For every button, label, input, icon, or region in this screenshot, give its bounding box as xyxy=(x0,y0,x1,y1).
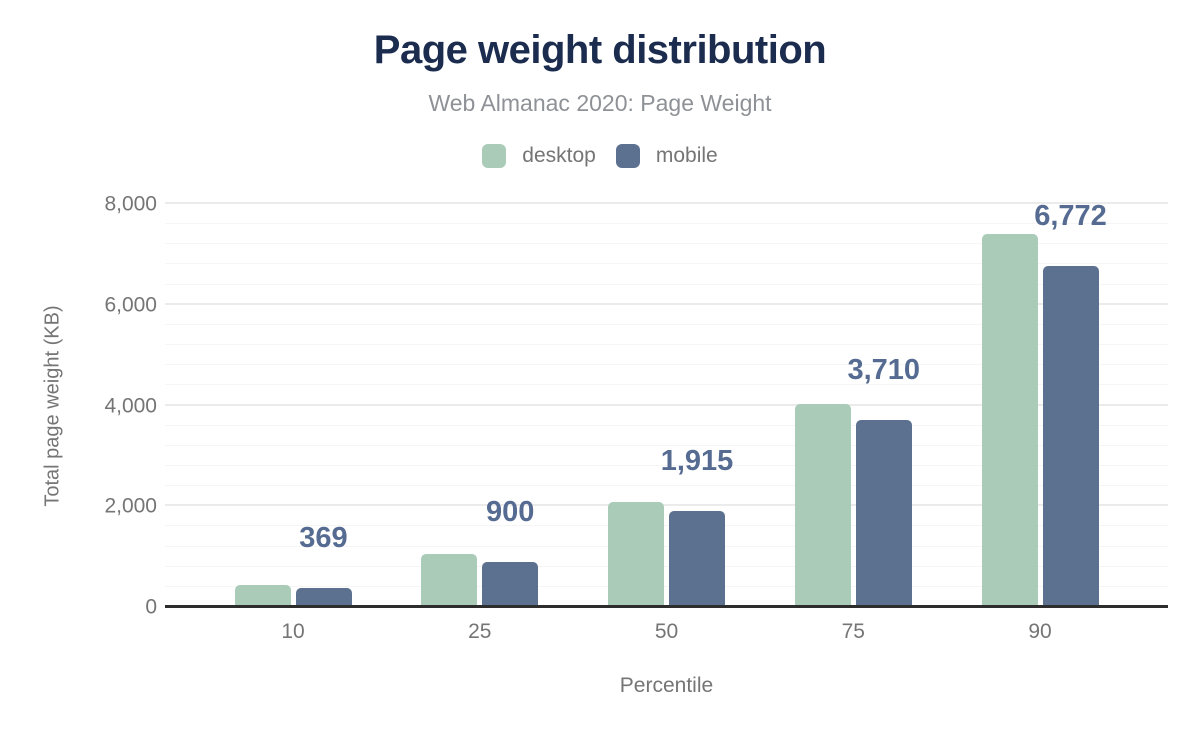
legend-swatch-mobile-icon xyxy=(615,144,640,168)
bar-mobile xyxy=(295,588,352,607)
y-axis-ticks: 0 2,000 4,000 6,000 8,000 xyxy=(0,194,157,618)
major-gridline xyxy=(165,202,1168,204)
x-tick-label: 90 xyxy=(1028,620,1052,643)
y-tick-label: 0 xyxy=(145,595,157,619)
major-gridline xyxy=(165,302,1168,305)
major-gridline xyxy=(165,403,1168,406)
x-tick-label: 75 xyxy=(841,620,865,643)
minor-gridline xyxy=(165,565,1168,567)
bar-desktop xyxy=(608,502,664,607)
bar-value-label: 3,710 xyxy=(847,354,921,387)
minor-gridline xyxy=(165,384,1168,386)
legend: desktop mobile xyxy=(0,144,1200,168)
chart-title: Page weight distribution xyxy=(373,28,827,72)
minor-gridline xyxy=(165,525,1168,527)
y-tick-label: 4,000 xyxy=(104,394,157,417)
minor-gridline xyxy=(165,223,1168,225)
legend-swatch-desktop-icon xyxy=(482,144,507,168)
legend-label-desktop: desktop xyxy=(522,144,596,167)
minor-gridline xyxy=(165,243,1168,245)
legend-item-mobile: mobile xyxy=(615,144,718,168)
y-tick-label: 8,000 xyxy=(104,192,157,216)
x-axis-title: Percentile xyxy=(619,674,714,697)
x-tick-label: 25 xyxy=(468,620,492,643)
bar-desktop xyxy=(794,404,851,607)
y-tick-label: 2,000 xyxy=(104,494,157,518)
minor-gridline xyxy=(165,364,1168,366)
chart-subtitle: Web Almanac 2020: Page Weight xyxy=(428,90,772,116)
x-tick-label: 10 xyxy=(281,620,305,643)
bar-value-label: 1,915 xyxy=(660,444,734,477)
plot-area: 369 900 1,915 3,710 6,772 xyxy=(165,200,1168,608)
minor-gridline xyxy=(165,545,1168,547)
legend-item-desktop: desktop xyxy=(482,144,596,168)
bar-mobile xyxy=(1042,265,1099,607)
minor-gridline xyxy=(165,344,1168,346)
minor-gridline xyxy=(165,485,1168,487)
minor-gridline xyxy=(165,323,1168,325)
bar-desktop xyxy=(981,233,1038,607)
minor-gridline xyxy=(165,444,1168,446)
minor-gridline xyxy=(165,464,1168,466)
y-tick-label: 6,000 xyxy=(104,293,157,317)
minor-gridline xyxy=(165,424,1168,426)
minor-gridline xyxy=(165,263,1168,265)
bar-value-label: 6,772 xyxy=(1034,199,1107,232)
bar-value-label: 369 xyxy=(299,522,348,555)
legend-label-mobile: mobile xyxy=(655,144,718,167)
bar-value-label: 900 xyxy=(486,495,535,528)
bar-mobile xyxy=(855,420,912,607)
minor-gridline xyxy=(165,585,1168,587)
bar-desktop xyxy=(234,585,291,607)
x-tick-label: 50 xyxy=(654,620,679,643)
x-axis-ticks: 10 25 50 75 90 xyxy=(165,620,1168,646)
bar-mobile xyxy=(482,561,539,607)
bar-desktop xyxy=(421,554,478,607)
minor-gridline xyxy=(165,283,1168,285)
x-axis-line xyxy=(165,605,1168,608)
major-gridline xyxy=(165,504,1168,507)
bar-mobile xyxy=(669,510,725,607)
